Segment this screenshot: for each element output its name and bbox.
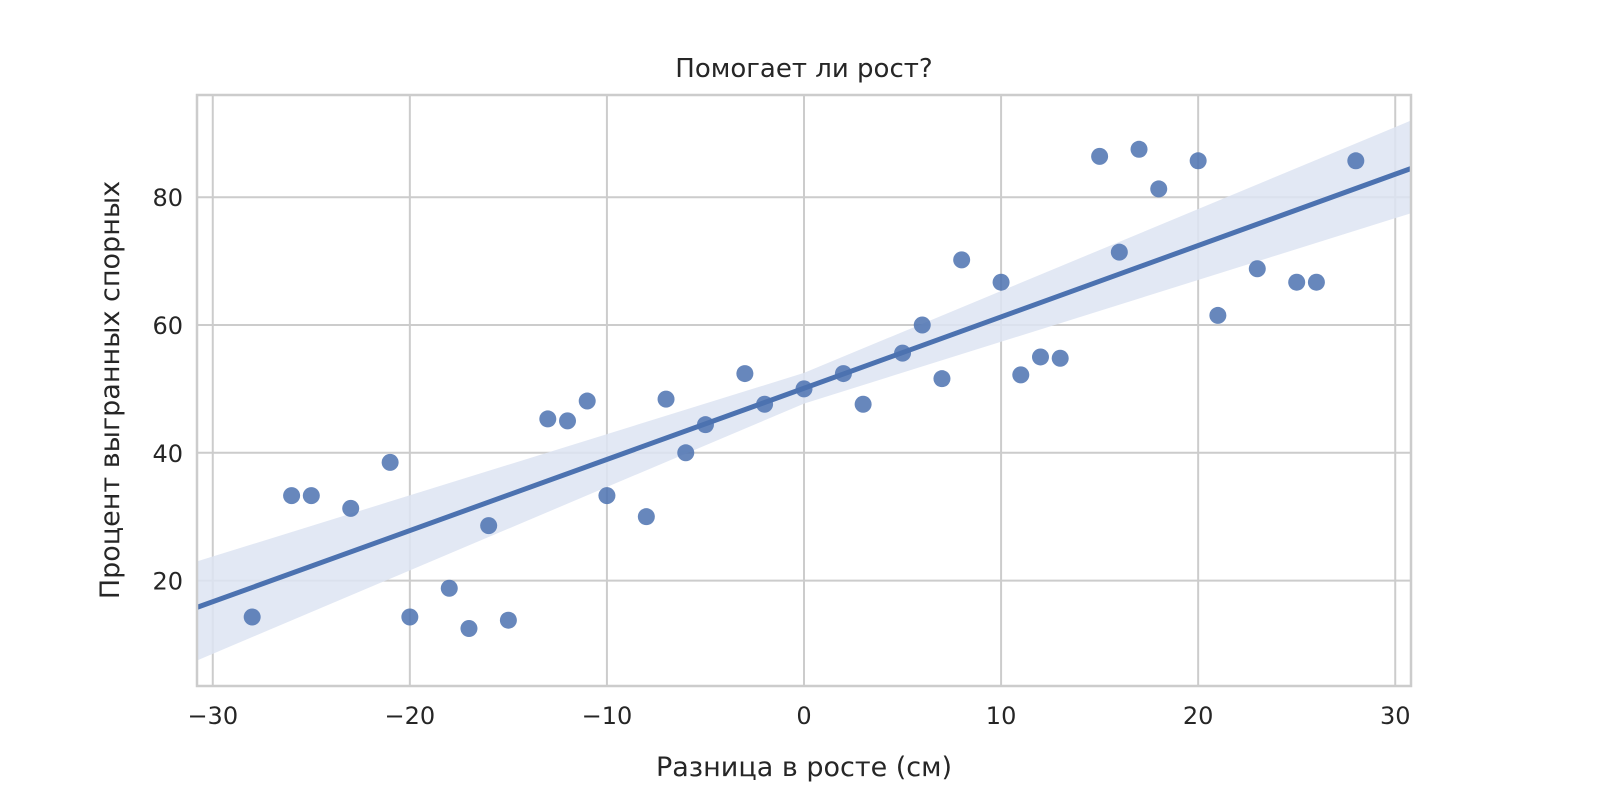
y-tick-label: 20 — [152, 568, 183, 596]
data-point — [1031, 348, 1049, 366]
data-point — [834, 365, 852, 383]
data-point — [696, 416, 714, 434]
data-point — [1150, 180, 1168, 198]
data-point — [953, 251, 971, 269]
data-point — [756, 395, 774, 413]
x-tick-label: 20 — [1183, 702, 1214, 730]
data-point — [992, 273, 1010, 291]
grid-lines — [197, 95, 1411, 686]
x-axis-label: Разница в росте (см) — [656, 752, 952, 783]
data-point — [559, 412, 577, 430]
data-point — [913, 316, 931, 334]
data-point — [736, 365, 754, 383]
data-point — [1307, 273, 1325, 291]
data-point — [894, 344, 912, 362]
x-tick-label: −20 — [385, 702, 436, 730]
data-point — [1248, 260, 1266, 278]
data-point — [1288, 273, 1306, 291]
data-point — [1012, 366, 1030, 384]
data-point — [933, 370, 951, 388]
data-point — [381, 453, 399, 471]
data-point — [598, 487, 616, 505]
chart-title: Помогает ли рост? — [675, 54, 932, 84]
y-axis-label: Процент выгранных спорных — [95, 181, 126, 599]
data-point — [1051, 349, 1069, 367]
x-tick-label: −10 — [582, 702, 633, 730]
data-point — [440, 579, 458, 597]
y-tick-label: 80 — [152, 184, 183, 212]
data-point — [854, 395, 872, 413]
data-point — [637, 508, 655, 526]
data-point — [1189, 152, 1207, 170]
data-point — [1130, 140, 1148, 158]
data-point — [1347, 152, 1365, 170]
x-tick-labels: −30 −20 −10 0 10 20 30 — [187, 702, 1410, 730]
data-point — [302, 487, 320, 505]
y-tick-label: 40 — [152, 440, 183, 468]
x-tick-label: −30 — [187, 702, 238, 730]
data-point — [499, 611, 517, 629]
data-point — [283, 487, 301, 505]
data-point — [480, 517, 498, 535]
data-point — [677, 444, 695, 462]
data-point — [539, 410, 557, 428]
scatter-points — [243, 140, 1365, 637]
data-point — [342, 499, 360, 517]
x-tick-label: 10 — [986, 702, 1017, 730]
data-point — [243, 608, 261, 626]
y-tick-labels: 20 40 60 80 — [152, 184, 183, 595]
data-point — [460, 619, 478, 637]
data-point — [1110, 243, 1128, 261]
x-tick-label: 0 — [796, 702, 811, 730]
data-point — [657, 390, 675, 408]
data-point — [1091, 147, 1109, 165]
x-tick-label: 30 — [1380, 702, 1411, 730]
y-tick-label: 60 — [152, 312, 183, 340]
data-point — [401, 608, 419, 626]
data-point — [578, 392, 596, 410]
plot-frame — [195, 93, 1413, 688]
data-point — [1209, 306, 1227, 324]
data-point — [795, 380, 813, 398]
